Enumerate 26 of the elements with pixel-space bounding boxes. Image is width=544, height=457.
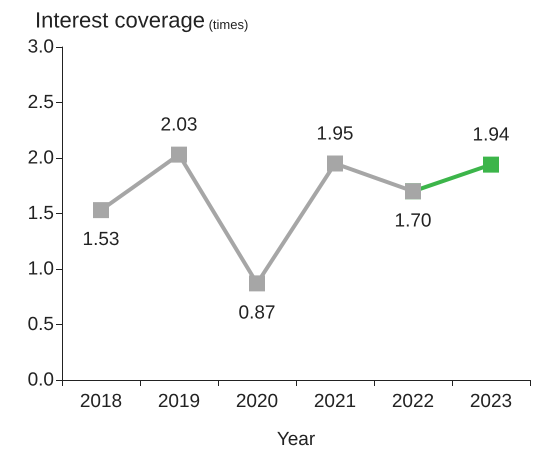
point bbox=[483, 156, 499, 173]
y-tick-label: 1.0 bbox=[28, 258, 54, 280]
y-tick-label: 2.5 bbox=[28, 92, 54, 113]
x-tick-label: 2019 bbox=[158, 391, 200, 412]
data-label: 1.70 bbox=[394, 210, 432, 232]
x-axis-title: Year bbox=[276, 429, 316, 450]
data-label: 0.87 bbox=[238, 302, 276, 324]
x-tick-label: 2018 bbox=[80, 391, 122, 412]
y-tick-label: 0.0 bbox=[28, 370, 54, 390]
y-tick-label: 3.0 bbox=[28, 36, 54, 58]
data-label: 1.94 bbox=[472, 124, 510, 146]
point bbox=[249, 275, 265, 292]
data-label: 1.53 bbox=[82, 229, 120, 250]
point bbox=[171, 146, 187, 163]
x-tick-label: 2023 bbox=[470, 391, 512, 412]
data-label: 1.95 bbox=[316, 124, 354, 145]
point bbox=[93, 202, 109, 218]
y-tick-label: 2.0 bbox=[28, 148, 54, 168]
x-tick-label: 2020 bbox=[236, 391, 278, 412]
data-label: 2.03 bbox=[160, 114, 198, 136]
y-tick-label: 1.5 bbox=[28, 203, 54, 224]
chart-title: Interest coverage (times) bbox=[35, 8, 248, 32]
x-tick-label: 2021 bbox=[314, 391, 356, 412]
y-tick-label: 0.5 bbox=[28, 314, 54, 335]
point bbox=[327, 156, 343, 172]
x-tick-label: 2022 bbox=[392, 391, 434, 412]
